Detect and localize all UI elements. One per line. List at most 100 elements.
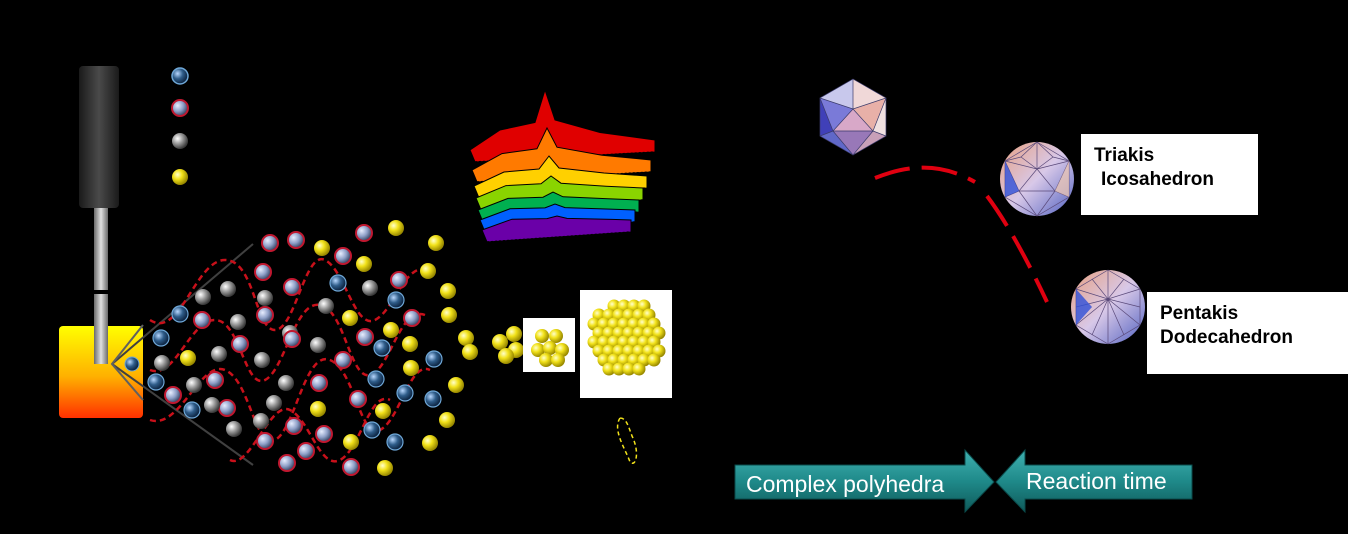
- silver-sphere-icon: [172, 133, 188, 149]
- silver-atom: [266, 395, 282, 411]
- heated-beaker-icon: [59, 326, 143, 418]
- gold-cluster-medium: [531, 329, 569, 367]
- gold-atom: [428, 235, 444, 251]
- pink-atom: [254, 263, 272, 281]
- blue-atom: [387, 291, 405, 309]
- silver-atom: [211, 346, 227, 362]
- pink-atom: [231, 335, 249, 353]
- nanocrystal-atom: [602, 362, 616, 376]
- pink-atom: [261, 234, 279, 252]
- blue-atom: [152, 329, 170, 347]
- gold-atom: [422, 435, 438, 451]
- blue-atom: [424, 390, 442, 408]
- pink-atom: [283, 278, 301, 296]
- silver-atom: [186, 377, 202, 393]
- silver-atom: [220, 281, 236, 297]
- ultrasonic-probe-icon: [79, 66, 119, 364]
- gold-atom: [403, 360, 419, 376]
- silver-atom: [195, 289, 211, 305]
- gold-atom: [388, 220, 404, 236]
- gold-atom: [420, 263, 436, 279]
- dashed-loop: [616, 417, 638, 465]
- triakis-line2: Icosahedron: [1101, 169, 1214, 190]
- pentakis-dodecahedron-icon: [1071, 269, 1145, 345]
- triakis-label: Triakis Icosahedron: [1081, 134, 1258, 215]
- pink-atom: [256, 432, 274, 450]
- pink-sphere-icon: [171, 99, 189, 117]
- gold-atom: [375, 403, 391, 419]
- silver-atom: [278, 375, 294, 391]
- complex-polyhedra-arrow: Complex polyhedra: [734, 448, 995, 514]
- silver-atom: [318, 298, 334, 314]
- silver-atom: [204, 397, 220, 413]
- nanocrystal-atom: [632, 362, 646, 376]
- pink-atom: [349, 390, 367, 408]
- pink-atom: [278, 454, 296, 472]
- pink-atom: [297, 442, 315, 460]
- pink-atom: [206, 371, 224, 389]
- gold-atom: [343, 434, 359, 450]
- blue-sphere-icon: [171, 67, 189, 85]
- blue-atom: [367, 370, 385, 388]
- pink-atom: [283, 330, 301, 348]
- pink-atom: [356, 328, 374, 346]
- blue-atom: [183, 401, 201, 419]
- absorption-spectrum-icon: [469, 88, 656, 243]
- complex-polyhedra-label: Complex polyhedra: [746, 471, 944, 497]
- silver-atom: [230, 314, 246, 330]
- pink-atom: [310, 374, 328, 392]
- blue-atom: [425, 350, 443, 368]
- pink-atom: [355, 224, 373, 242]
- gold-cluster-atom: [458, 330, 474, 346]
- nanocrystal-atom: [647, 353, 661, 367]
- pink-atom: [334, 351, 352, 369]
- blue-atom: [396, 384, 414, 402]
- gold-clusters: [458, 290, 672, 465]
- nanocrystal-atom: [622, 362, 636, 376]
- gold-atom: [180, 350, 196, 366]
- atom-cloud: [147, 220, 464, 476]
- silver-atom: [254, 352, 270, 368]
- blue-atom: [363, 421, 381, 439]
- pink-atom: [164, 386, 182, 404]
- icosahedron-icon: [819, 78, 887, 156]
- blue-atom: [329, 274, 347, 292]
- gold-atom: [383, 322, 399, 338]
- silver-atom: [257, 290, 273, 306]
- gold-atom: [439, 412, 455, 428]
- blue-atom: [171, 305, 189, 323]
- reaction-time-label: Reaction time: [1026, 468, 1167, 494]
- gold-atom: [448, 377, 464, 393]
- gold-atom: [310, 401, 326, 417]
- blue-atom: [373, 339, 391, 357]
- silver-atom: [154, 355, 170, 371]
- gold-sphere-icon: [172, 169, 188, 185]
- silver-atom: [253, 413, 269, 429]
- gold-nanocrystal: [587, 299, 666, 376]
- evolution-path: [874, 165, 1049, 303]
- pink-atom: [390, 271, 408, 289]
- pink-atom: [403, 309, 421, 327]
- pink-atom: [256, 306, 274, 324]
- gold-atom: [441, 307, 457, 323]
- pink-atom: [193, 311, 211, 329]
- gold-atom: [377, 460, 393, 476]
- silver-atom: [226, 421, 242, 437]
- pink-atom: [315, 425, 333, 443]
- gold-atom: [356, 256, 372, 272]
- silver-atom: [310, 337, 326, 353]
- silver-atom: [362, 280, 378, 296]
- pentakis-line2: Dodecahedron: [1160, 327, 1294, 348]
- gold-atom: [402, 336, 418, 352]
- gold-atom: [440, 283, 456, 299]
- nanocrystal-atom: [612, 362, 626, 376]
- triakis-icosahedron-icon: [1000, 141, 1074, 217]
- reaction-time-arrow: Reaction time: [995, 448, 1193, 514]
- gold-atom: [314, 240, 330, 256]
- pentakis-line1: Pentakis: [1160, 303, 1239, 324]
- legend: [171, 67, 189, 185]
- blue-atom: [386, 433, 404, 451]
- triakis-line1: Triakis: [1094, 145, 1155, 166]
- pink-atom: [287, 231, 305, 249]
